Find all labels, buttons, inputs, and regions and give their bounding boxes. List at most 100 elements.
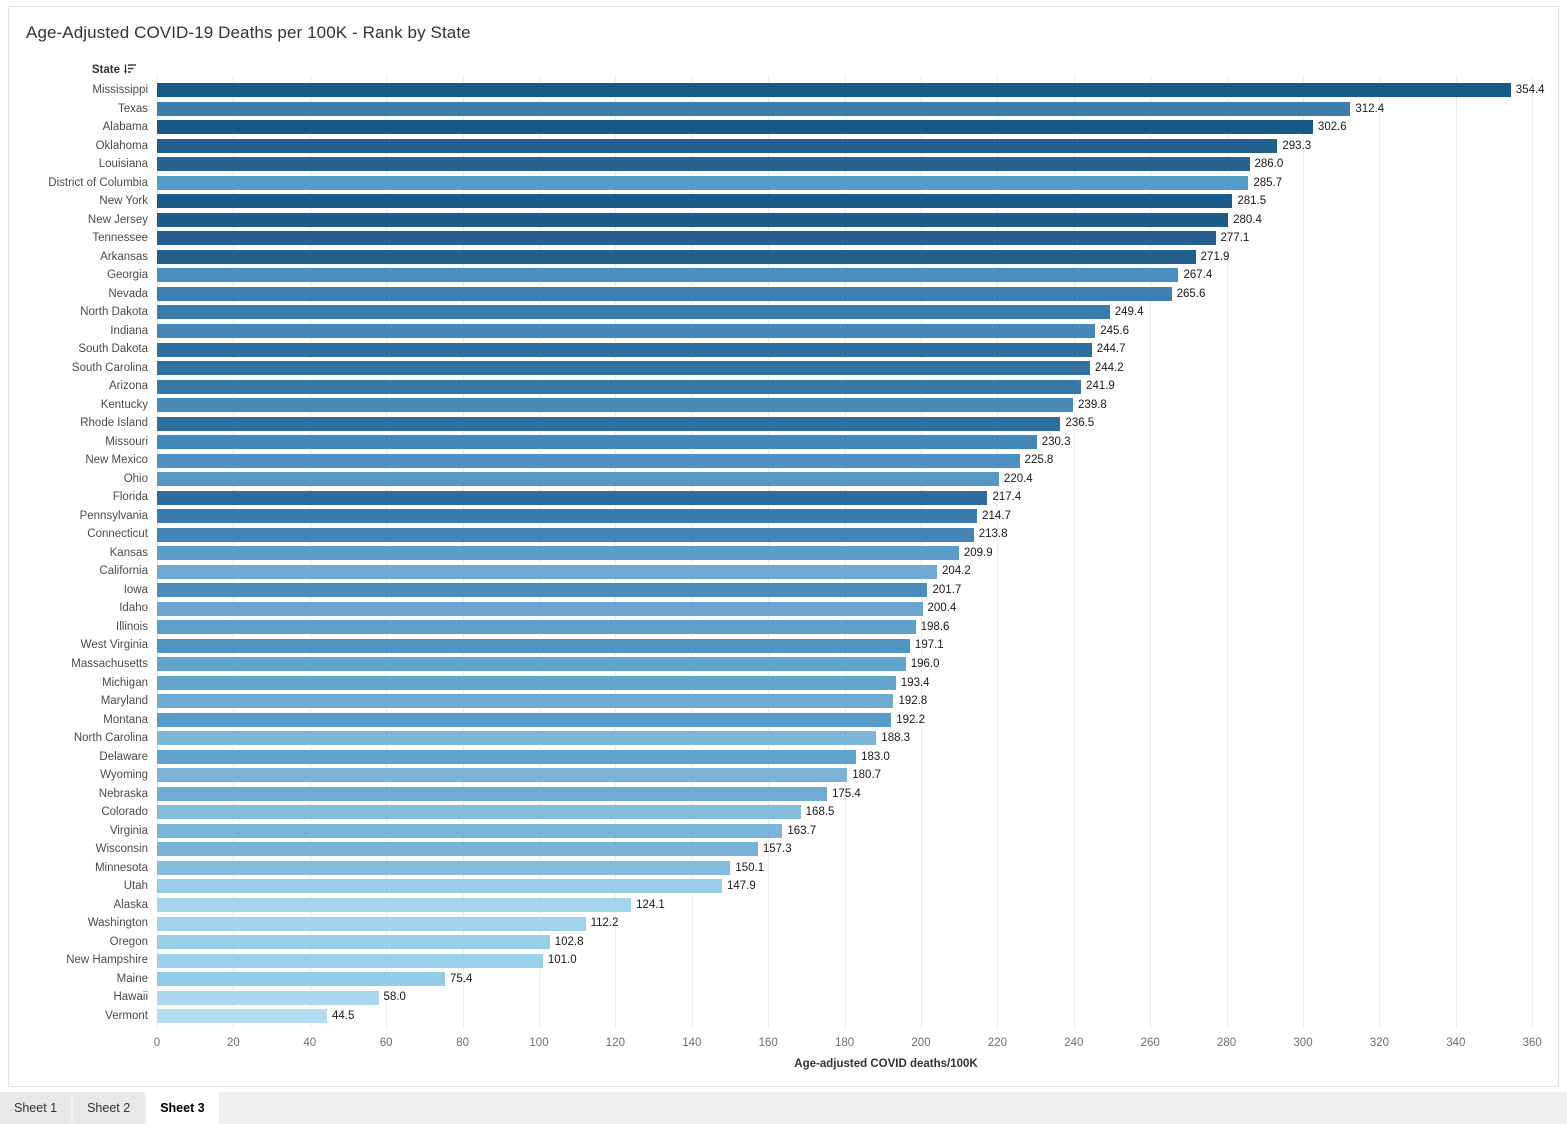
state-label[interactable]: Alabama — [102, 121, 148, 134]
bar-mark[interactable] — [157, 897, 632, 912]
bar-mark[interactable] — [157, 564, 938, 579]
bar-mark[interactable] — [157, 194, 1233, 209]
bar-mark[interactable] — [157, 83, 1511, 98]
state-label[interactable]: Wyoming — [100, 769, 148, 782]
state-label[interactable]: District of Columbia — [48, 176, 148, 189]
bar-mark[interactable] — [157, 527, 974, 542]
state-label[interactable]: Michigan — [101, 676, 148, 689]
bar-mark[interactable] — [157, 268, 1179, 283]
state-label[interactable]: New Mexico — [85, 454, 148, 467]
bar-mark[interactable] — [157, 675, 896, 690]
state-label[interactable]: West Virginia — [80, 639, 148, 652]
bar-mark[interactable] — [157, 601, 923, 616]
bar-mark[interactable] — [157, 379, 1082, 394]
state-label[interactable]: North Dakota — [80, 306, 148, 319]
tab-sheet-1[interactable]: Sheet 1 — [0, 1092, 72, 1124]
bar-mark[interactable] — [157, 212, 1229, 227]
bar-mark[interactable] — [157, 860, 731, 875]
bar-mark[interactable] — [157, 712, 892, 727]
bar-mark[interactable] — [157, 749, 857, 764]
bar-mark[interactable] — [157, 101, 1351, 116]
state-label[interactable]: Colorado — [101, 806, 148, 819]
state-label[interactable]: Nebraska — [98, 787, 148, 800]
state-column-header[interactable]: State — [9, 63, 137, 78]
bar-mark[interactable] — [157, 916, 586, 931]
state-label[interactable]: Delaware — [99, 750, 148, 763]
bar-mark[interactable] — [157, 324, 1096, 338]
bar-mark[interactable] — [157, 231, 1216, 246]
bar-mark[interactable] — [157, 435, 1037, 450]
bar-mark[interactable] — [157, 175, 1249, 190]
state-label[interactable]: Maryland — [100, 695, 148, 708]
state-label[interactable]: Louisiana — [98, 158, 148, 171]
bar-mark[interactable] — [157, 120, 1313, 135]
state-label[interactable]: Florida — [112, 491, 148, 504]
state-label[interactable]: Georgia — [107, 269, 148, 282]
state-label[interactable]: Nevada — [108, 287, 148, 300]
sort-descending-icon[interactable] — [124, 63, 137, 78]
bar-mark[interactable] — [157, 935, 550, 950]
bar-mark[interactable] — [157, 694, 894, 709]
bar-mark[interactable] — [157, 398, 1074, 413]
state-label[interactable]: Indiana — [110, 324, 148, 337]
state-label[interactable]: Arkansas — [100, 250, 148, 263]
tab-sheet-3[interactable]: Sheet 3 — [146, 1092, 219, 1124]
bar-mark[interactable] — [157, 879, 722, 894]
state-label[interactable]: Maine — [116, 972, 148, 985]
bar-mark[interactable] — [157, 1009, 327, 1024]
state-label[interactable]: Connecticut — [87, 528, 148, 541]
state-label[interactable]: Kansas — [109, 546, 148, 559]
state-label[interactable]: Kentucky — [100, 398, 148, 411]
state-label[interactable]: California — [99, 565, 148, 578]
state-label[interactable]: Massachusetts — [71, 657, 148, 670]
state-label[interactable]: Idaho — [119, 602, 148, 615]
bar-mark[interactable] — [157, 990, 379, 1005]
state-label[interactable]: Pennsylvania — [79, 509, 148, 522]
bar-mark[interactable] — [157, 453, 1020, 468]
state-label[interactable]: South Carolina — [71, 361, 148, 374]
state-label[interactable]: Arizona — [109, 380, 148, 393]
state-label[interactable]: New Hampshire — [66, 954, 148, 967]
state-label[interactable]: North Carolina — [73, 732, 148, 745]
bar-mark[interactable] — [157, 638, 910, 653]
tab-sheet-2[interactable]: Sheet 2 — [73, 1092, 145, 1124]
state-label[interactable]: Texas — [117, 102, 148, 115]
state-label[interactable]: Vermont — [105, 1009, 148, 1022]
bar-mark[interactable] — [157, 472, 999, 487]
state-label[interactable]: Oklahoma — [95, 139, 148, 152]
bar-mark[interactable] — [157, 842, 758, 857]
state-label[interactable]: Illinois — [116, 620, 148, 633]
bar-mark[interactable] — [157, 953, 543, 968]
bar-mark[interactable] — [157, 342, 1092, 357]
bar-mark[interactable] — [157, 490, 988, 505]
state-label[interactable]: Iowa — [123, 583, 148, 596]
bar-mark[interactable] — [157, 546, 959, 561]
bar-mark[interactable] — [157, 768, 848, 783]
bar-mark[interactable] — [157, 657, 906, 672]
state-label[interactable]: Rhode Island — [80, 417, 148, 430]
state-label[interactable]: Ohio — [123, 472, 148, 485]
state-label[interactable]: Alaska — [113, 898, 148, 911]
state-label[interactable]: Missouri — [105, 435, 148, 448]
state-label[interactable]: Virginia — [109, 824, 148, 837]
state-label[interactable]: Utah — [123, 880, 148, 893]
bar-mark[interactable] — [157, 286, 1172, 301]
state-label[interactable]: Wisconsin — [95, 843, 148, 856]
state-label[interactable]: Hawaii — [113, 991, 148, 1004]
state-label[interactable]: Mississippi — [92, 84, 148, 96]
bar-mark[interactable] — [157, 416, 1061, 431]
bar-mark[interactable] — [157, 823, 783, 838]
bar-mark[interactable] — [157, 138, 1278, 153]
bar-mark[interactable] — [157, 620, 916, 635]
bar-mark[interactable] — [157, 361, 1090, 376]
state-label[interactable]: New Jersey — [87, 213, 148, 226]
bar-mark[interactable] — [157, 972, 446, 987]
bar-mark[interactable] — [157, 249, 1196, 264]
state-label[interactable]: South Dakota — [78, 343, 148, 356]
bar-mark[interactable] — [157, 509, 978, 524]
bar-mark[interactable] — [157, 157, 1250, 172]
state-label[interactable]: Washington — [87, 917, 148, 930]
state-label[interactable]: New York — [99, 195, 148, 208]
state-label[interactable]: Oregon — [109, 935, 148, 948]
state-label[interactable]: Montana — [103, 713, 148, 726]
